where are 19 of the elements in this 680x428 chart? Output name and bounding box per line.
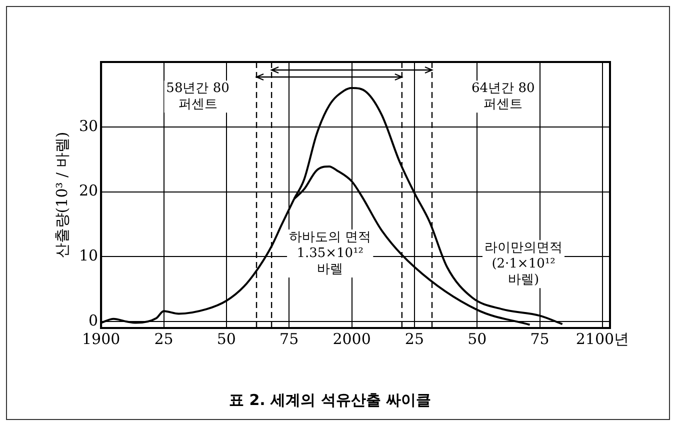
y-tick-label: 30 xyxy=(78,116,98,135)
annotation: 58년간 80 퍼센트 xyxy=(166,80,230,112)
y-axis-title: 산출량(10³ / 바렐) xyxy=(52,132,71,258)
y-tick-label: 10 xyxy=(78,246,98,265)
x-tick-label: 2100년 xyxy=(576,330,630,348)
annotation: 라이만의면적 (2·1×10¹² 바렐) xyxy=(484,240,562,288)
x-tick-label: 1900 xyxy=(82,330,120,348)
x-tick-label: 50 xyxy=(216,330,236,348)
x-tick-label: 25 xyxy=(154,330,174,348)
y-tick-label: 20 xyxy=(78,182,98,200)
annotation: 64년간 80 퍼센트 xyxy=(472,80,535,112)
x-tick-label: 2000 xyxy=(332,330,371,348)
annotation: 하바도의 면적 1.35×10¹² 바렐 xyxy=(289,230,372,277)
x-tick-label: 75 xyxy=(280,330,299,348)
x-tick-label: 25 xyxy=(404,330,424,348)
x-tick-label: 75 xyxy=(530,330,550,348)
y-tick-label: 0 xyxy=(88,311,98,330)
x-tick-label: 50 xyxy=(468,330,487,348)
text: 표 2. 세계의 석유산출 싸이클 xyxy=(228,390,432,409)
